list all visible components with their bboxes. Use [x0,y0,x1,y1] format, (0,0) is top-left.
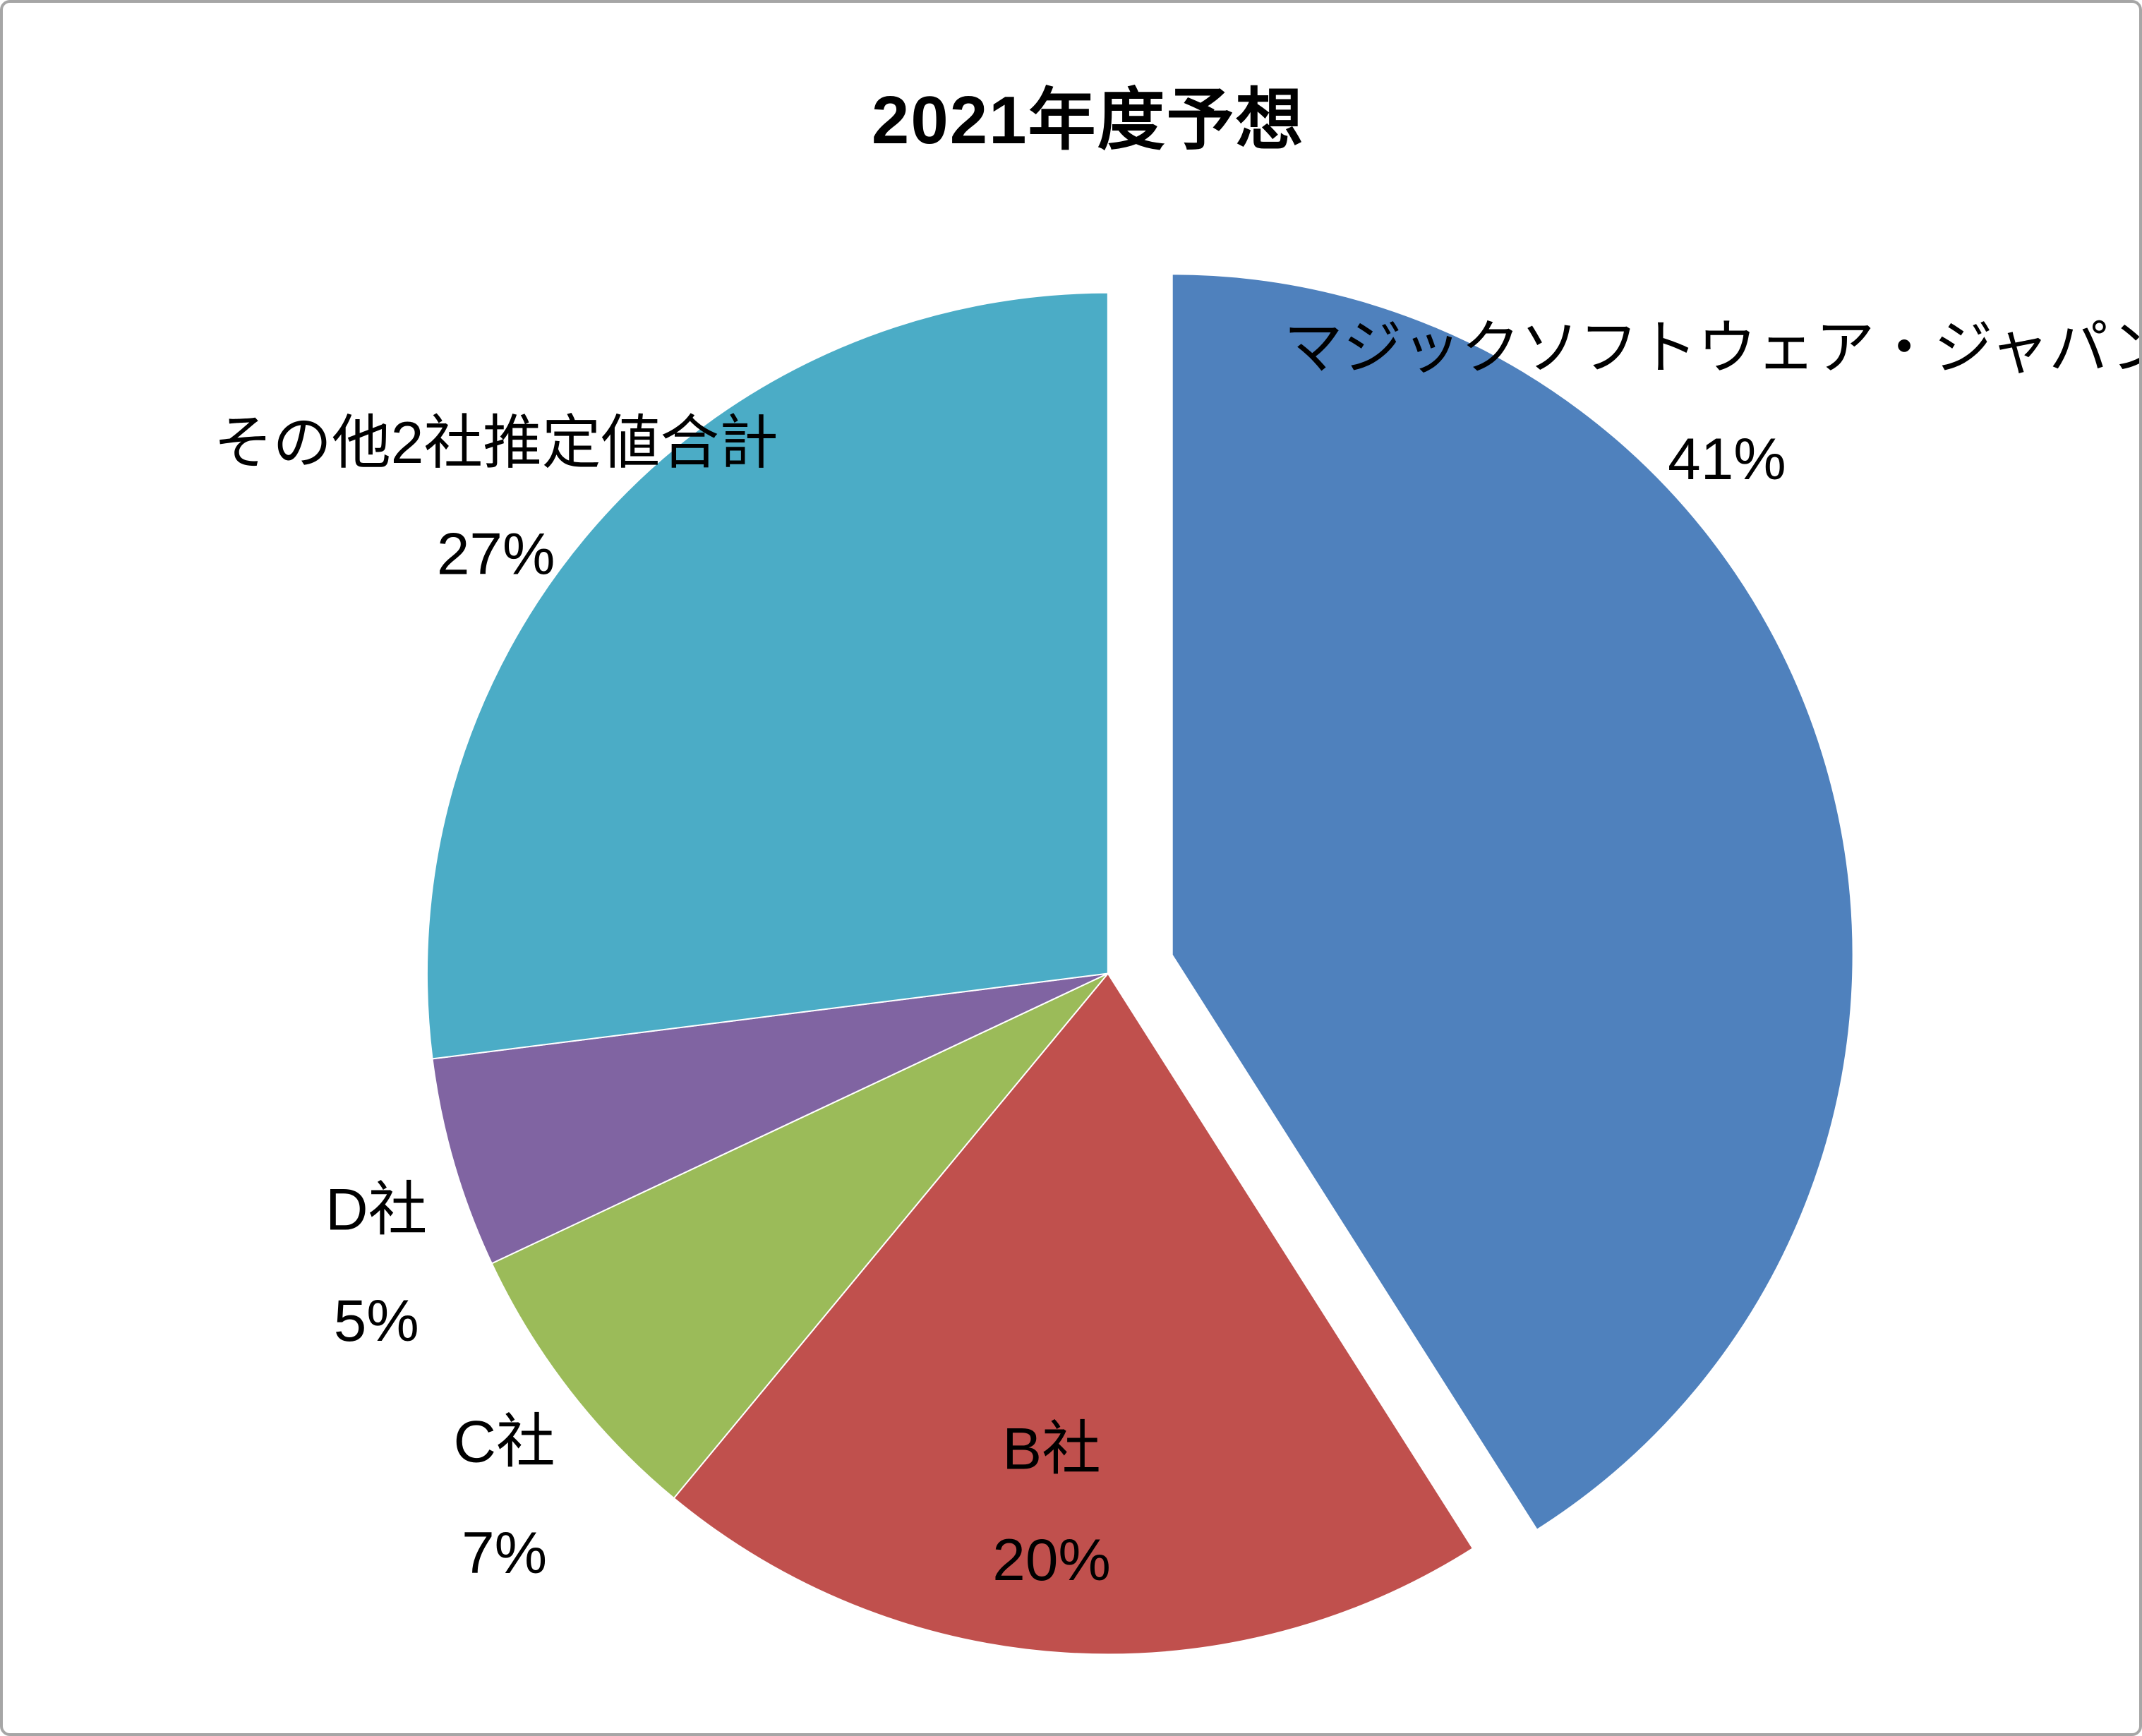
pie-slice-3 [491,972,1109,1500]
pie-label: その他2社推定値合計 [214,409,778,476]
pie-label: 7% [462,1519,547,1586]
pie-slice-2 [673,972,1474,1656]
pie-slice-5 [426,291,1109,1060]
pie-chart: マジックソフトウェア・ジャパン 41% B社 20% C社 7% D社 5% その他2社推定値合… [214,273,2139,1656]
pie-label: B社 [1002,1415,1101,1481]
pie-label: 27% [437,520,555,586]
pie-label: D社 [325,1176,427,1242]
pie-slice-4 [431,972,1109,1265]
pie-label: マジックソフトウェア・ジャパン [1284,314,2139,380]
pie-label: C社 [454,1408,555,1474]
pie-label: 5% [334,1287,419,1354]
chart-title: 2021年度予想 [871,83,1305,158]
pie-label: 20% [992,1526,1111,1593]
pie-label: 41% [1668,426,1786,492]
pie-slice-1 [1171,273,1854,1531]
